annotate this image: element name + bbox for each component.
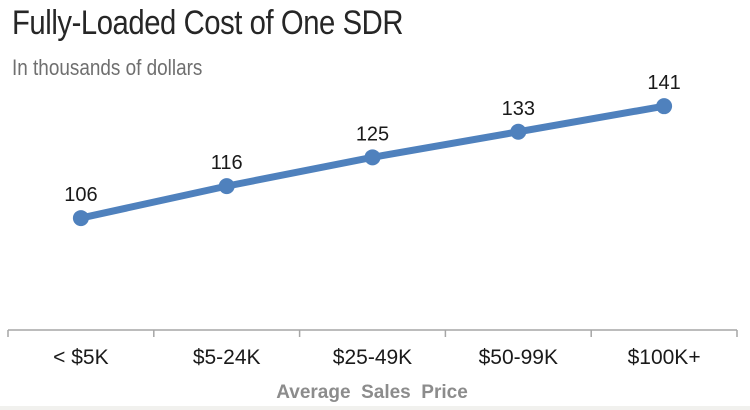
data-label: 106 [64, 184, 97, 206]
x-tick-label: < $5K [53, 346, 108, 369]
chart-title: Fully-Loaded Cost of One SDR [12, 4, 404, 42]
x-tick-label: $50-99K [479, 346, 558, 369]
data-point [364, 149, 381, 166]
x-tick-label: $5-24K [193, 346, 261, 369]
data-point [218, 178, 235, 195]
data-point [656, 98, 673, 115]
x-tick-label: $100K+ [628, 346, 701, 369]
x-axis [7, 329, 738, 337]
data-label: 125 [356, 123, 389, 145]
data-labels: 106 116 125 133 141 [64, 72, 681, 206]
x-axis-title: Average Sales Price [276, 382, 468, 403]
data-point [510, 123, 527, 140]
data-label: 133 [502, 98, 535, 120]
x-tick-labels: < $5K $5-24K $25-49K $50-99K $100K+ [53, 346, 700, 369]
series-line-group [72, 98, 673, 227]
data-label: 116 [211, 152, 243, 174]
bottom-band [0, 406, 750, 410]
data-label: 141 [647, 72, 680, 94]
chart-subtitle: In thousands of dollars [12, 55, 203, 80]
data-point [72, 210, 89, 227]
x-tick-label: $25-49K [333, 346, 412, 369]
